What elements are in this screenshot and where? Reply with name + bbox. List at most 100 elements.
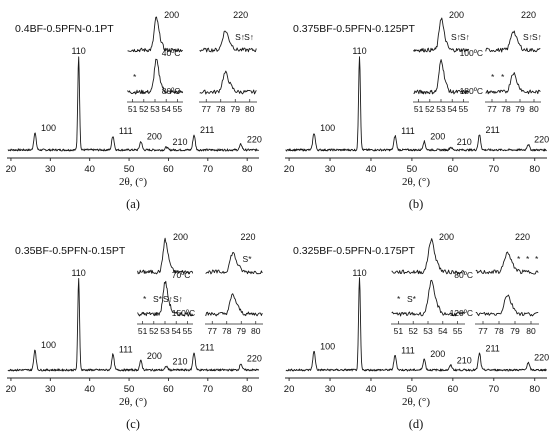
inset-trace <box>127 58 184 95</box>
inset-marker: S↑ <box>460 32 470 42</box>
x-axis-title: 2θ, (°) <box>119 176 147 188</box>
inset-marker: * <box>517 254 521 264</box>
inset-tick-label: 78 <box>222 326 232 336</box>
inset-tick-label: 51 <box>414 104 424 114</box>
inset-220: 77 78 79 80 220 S↑ S↑ <box>199 10 257 114</box>
x-tick-label: 50 <box>124 164 135 175</box>
inset-marker: S↑ <box>244 32 254 42</box>
x-tick-label: 50 <box>407 384 418 395</box>
peak-label-110: 110 <box>71 268 85 278</box>
inset-200: 51 52 53 54 55 200 40ºC 80ºC * <box>127 10 184 114</box>
peak-label-200: 200 <box>430 349 445 359</box>
x-axis-title: 2θ, (°) <box>402 176 430 188</box>
x-tick-label: 80 <box>242 384 253 395</box>
inset-tick-label: 78 <box>216 104 226 114</box>
panel-a: 100 110 111 200 210 211 220 20 30 40 50 60 70 80 2θ, (… <box>6 10 262 211</box>
inset-marker: * <box>501 72 505 82</box>
inset-trace <box>391 279 465 317</box>
inset-tick-label: 80 <box>529 104 539 114</box>
x-tick-label: 40 <box>366 164 377 175</box>
x-tick-label: 80 <box>529 384 540 395</box>
inset-trace <box>413 17 470 53</box>
inset-trace <box>485 72 541 95</box>
inset-marker: * <box>526 254 530 264</box>
inset-tick-label: 51 <box>128 104 138 114</box>
inset-220: 77 78 79 80 220 S* <box>205 232 263 336</box>
inset-tick-label: 80 <box>526 326 536 336</box>
inset-temperature-label: 100ºC <box>460 48 483 58</box>
x-tick-label: 20 <box>284 384 295 395</box>
xrd-series-line <box>7 56 260 152</box>
inset-tick-label: 79 <box>231 104 241 114</box>
inset-tick-label: 52 <box>425 104 435 114</box>
inset-peak-label: 200 <box>439 232 454 242</box>
peak-label-220: 220 <box>534 353 549 363</box>
peak-label-210: 210 <box>457 137 472 147</box>
peak-label-210: 210 <box>172 356 187 366</box>
inset-tick-label: 54 <box>447 104 457 114</box>
chart-title: 0.35BF-0.5PFN-0.15PT <box>15 245 126 257</box>
x-tick-label: 70 <box>203 384 214 395</box>
xrd-series-line <box>285 277 547 372</box>
peak-label-110: 110 <box>352 268 366 278</box>
inset-trace <box>485 30 541 53</box>
inset-marker: S↑ <box>532 32 542 42</box>
inset-tick-label: 55 <box>453 326 463 336</box>
panel-d: 100 110 111 200 210 211 220 20 30 40 50 60 70 80 2θ, (… <box>284 232 549 431</box>
inset-temperature-label: 120ºC <box>450 308 473 318</box>
inset-200: 51 52 53 54 55 200 * S* <box>391 232 466 336</box>
inset-temperature-label: 150ºC <box>172 308 195 318</box>
inset-tick-label: 77 <box>478 326 488 336</box>
peak-label-111: 111 <box>119 126 133 136</box>
peak-label-211: 211 <box>200 343 214 353</box>
inset-trace <box>199 70 257 95</box>
inset-marker: S* <box>407 294 417 304</box>
inset-tick-label: 55 <box>459 104 469 114</box>
inset-tick-label: 78 <box>494 326 504 336</box>
peak-label-110: 110 <box>352 46 366 56</box>
peak-label-110: 110 <box>71 46 85 56</box>
peak-label-211: 211 <box>200 125 214 135</box>
inset-peak-label: 200 <box>173 232 188 242</box>
inset-marker: S↑ <box>235 32 245 42</box>
x-tick-label: 20 <box>6 384 17 395</box>
peak-label-111: 111 <box>401 345 415 355</box>
inset-temperature-label: 80ºC <box>454 270 473 280</box>
inset-trace <box>199 30 257 53</box>
x-tick-label: 70 <box>488 384 499 395</box>
x-tick-label: 60 <box>163 384 174 395</box>
xrd-series-line <box>285 56 547 152</box>
inset-peak-label: 220 <box>241 232 256 242</box>
x-tick-label: 40 <box>84 164 95 175</box>
peak-label-200: 200 <box>147 132 162 142</box>
panel-label: (b) <box>409 197 424 211</box>
inset-tick-label: 80 <box>251 326 261 336</box>
panel-label: (d) <box>409 417 424 431</box>
x-tick-label: 70 <box>488 164 499 175</box>
chart-title: 0.375BF-0.5PFN-0.125PT <box>293 23 416 35</box>
inset-marker: S↑ <box>451 32 461 42</box>
peak-label-111: 111 <box>119 344 133 354</box>
x-tick-label: 40 <box>84 384 95 395</box>
inset-trace <box>205 293 263 317</box>
panel-label: (a) <box>126 197 140 211</box>
inset-tick-label: 51 <box>394 326 404 336</box>
inset-temperature-label: 80ºC <box>162 86 181 96</box>
peak-label-100: 100 <box>320 123 335 133</box>
inset-tick-label: 79 <box>237 326 247 336</box>
x-tick-label: 80 <box>529 164 540 175</box>
peak-label-211: 211 <box>485 125 499 135</box>
inset-marker: S↑ <box>523 32 533 42</box>
x-axis-title: 2θ, (°) <box>119 396 147 408</box>
peak-label-200: 200 <box>430 132 445 142</box>
x-tick-label: 30 <box>45 384 56 395</box>
peak-label-220: 220 <box>247 134 262 144</box>
peak-label-111: 111 <box>401 126 415 136</box>
inset-tick-label: 55 <box>183 326 193 336</box>
inset-trace <box>127 16 183 53</box>
x-tick-label: 60 <box>448 384 459 395</box>
inset-temperature-label: 70ºC <box>172 270 191 280</box>
peak-label-100: 100 <box>41 340 56 350</box>
inset-marker: S↑ <box>173 294 183 304</box>
